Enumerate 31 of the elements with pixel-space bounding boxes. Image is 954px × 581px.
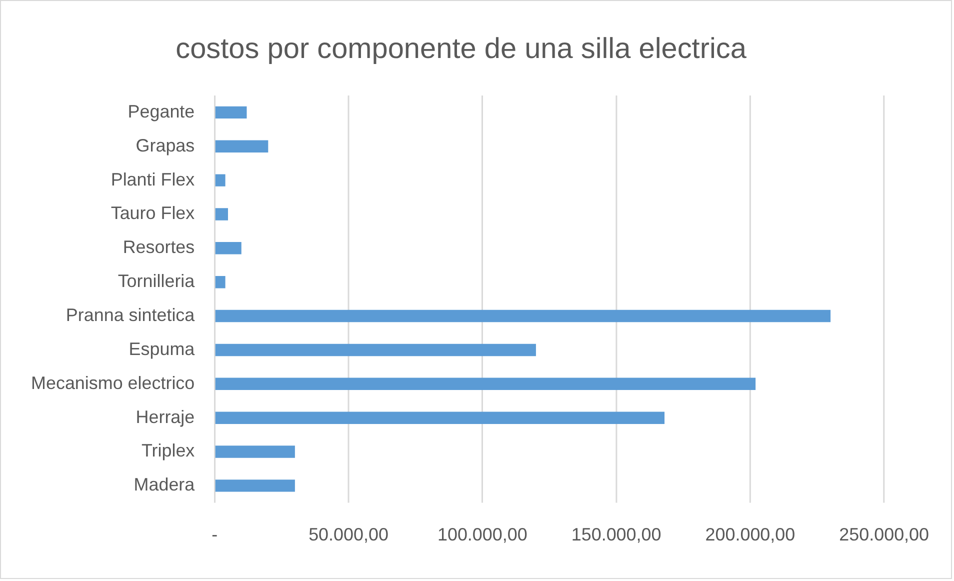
x-tick-label: 100.000,00: [437, 524, 528, 544]
bar: [215, 174, 226, 186]
y-tick-label: Herraje: [136, 406, 195, 427]
bar: [215, 208, 228, 220]
y-tick-label: Tauro Flex: [110, 203, 195, 224]
bar: [215, 446, 295, 458]
x-tick-label: 250.000,00: [839, 524, 930, 544]
bar: [215, 480, 295, 492]
bar: [215, 344, 536, 356]
chart-title: costos por componente de una silla electrica: [176, 33, 748, 66]
bar: [215, 310, 831, 322]
bar: [215, 412, 665, 424]
y-tick-label: Mecanismo electrico: [31, 372, 195, 393]
x-tick-label: 200.000,00: [705, 524, 796, 544]
y-tick-label: Planti Flex: [110, 169, 195, 190]
x-tick-label: 50.000,00: [308, 524, 388, 544]
bar: [215, 106, 247, 119]
bar: [215, 242, 242, 254]
x-tick-label: 150.000,00: [571, 524, 662, 544]
y-tick-label: Grapas: [136, 135, 195, 156]
y-tick-label: Resortes: [122, 237, 195, 258]
y-tick-label: Pegante: [128, 101, 195, 122]
y-tick-label: Espuma: [128, 338, 195, 359]
bar: [215, 276, 226, 288]
y-tick-label: Pranna sintetica: [66, 304, 195, 325]
x-tick-label: -: [212, 524, 218, 544]
bar: [215, 140, 268, 152]
y-tick-label: Triplex: [141, 440, 195, 461]
y-tick-label: Tornilleria: [118, 271, 195, 292]
bar: [215, 378, 756, 390]
y-tick-label: Madera: [134, 474, 195, 495]
